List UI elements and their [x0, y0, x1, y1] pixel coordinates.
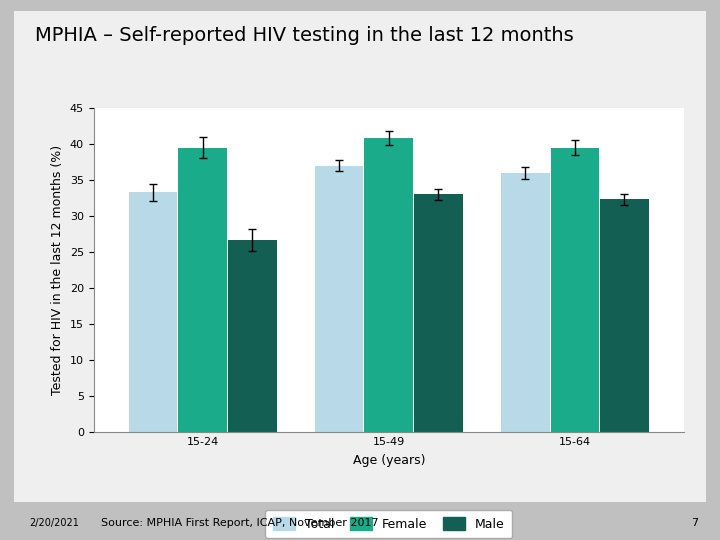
- Bar: [600, 199, 649, 432]
- Bar: [414, 194, 463, 432]
- Text: 2/20/2021: 2/20/2021: [29, 518, 78, 528]
- Text: Source: MPHIA First Report, ICAP, November 2017: Source: MPHIA First Report, ICAP, Novemb…: [101, 518, 379, 528]
- Legend: Total, Female, Male: Total, Female, Male: [265, 510, 513, 538]
- Bar: [501, 173, 549, 432]
- Bar: [228, 240, 276, 432]
- Bar: [179, 147, 227, 432]
- Text: MPHIA – Self-reported HIV testing in the last 12 months: MPHIA – Self-reported HIV testing in the…: [35, 25, 574, 44]
- Bar: [364, 138, 413, 432]
- Bar: [315, 166, 364, 432]
- Text: 7: 7: [691, 518, 698, 528]
- Bar: [551, 147, 599, 432]
- Y-axis label: Tested for HIV in the last 12 months (%): Tested for HIV in the last 12 months (%): [51, 145, 64, 395]
- X-axis label: Age (years): Age (years): [353, 454, 425, 467]
- Bar: [129, 192, 177, 432]
